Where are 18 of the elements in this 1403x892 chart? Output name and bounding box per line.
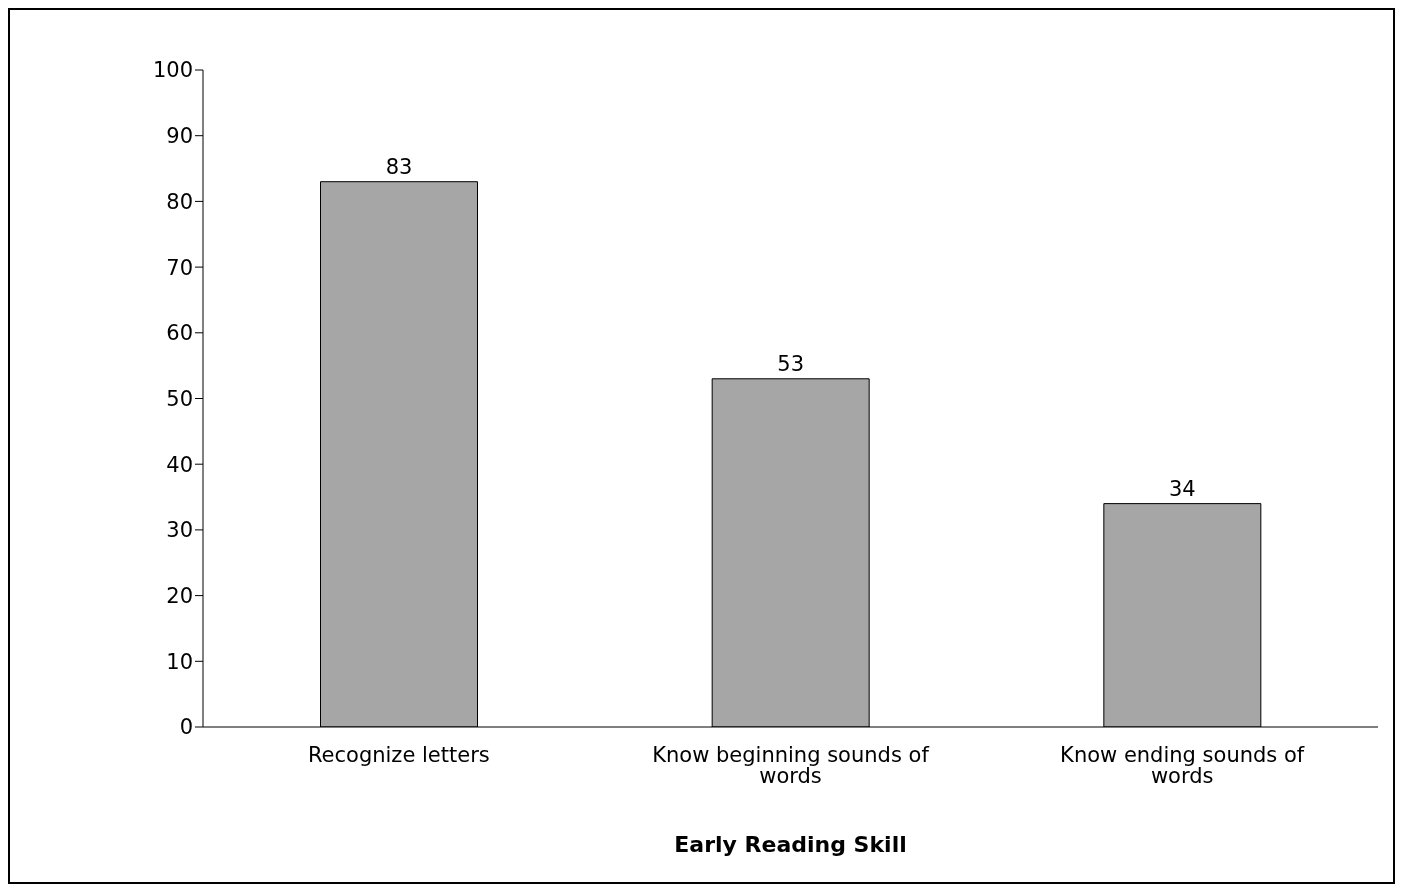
data-label: 34 bbox=[1168, 476, 1196, 501]
x-tick-label: Know beginning sounds of words bbox=[652, 742, 930, 788]
x-tick-label: Know ending sounds of words bbox=[1060, 742, 1305, 788]
y-tick-label: 60 bbox=[166, 321, 193, 346]
y-tick-label: 50 bbox=[166, 386, 193, 411]
x-tick-label: Recognize letters bbox=[307, 742, 490, 767]
y-tick-label: 80 bbox=[166, 189, 193, 214]
x-axis-title: Early Reading Skill bbox=[674, 832, 907, 857]
y-tick-label: 100 bbox=[152, 58, 193, 83]
y-tick-label: 10 bbox=[166, 649, 193, 674]
y-tick-label: 90 bbox=[166, 124, 193, 149]
data-label: 83 bbox=[385, 154, 413, 179]
y-tick-label: 20 bbox=[166, 584, 193, 609]
data-label: 53 bbox=[777, 351, 805, 376]
y-tick-label: 0 bbox=[179, 715, 193, 740]
y-tick-label: 70 bbox=[166, 255, 193, 280]
y-tick-label: 40 bbox=[166, 452, 193, 477]
y-tick-label: 30 bbox=[166, 518, 193, 543]
